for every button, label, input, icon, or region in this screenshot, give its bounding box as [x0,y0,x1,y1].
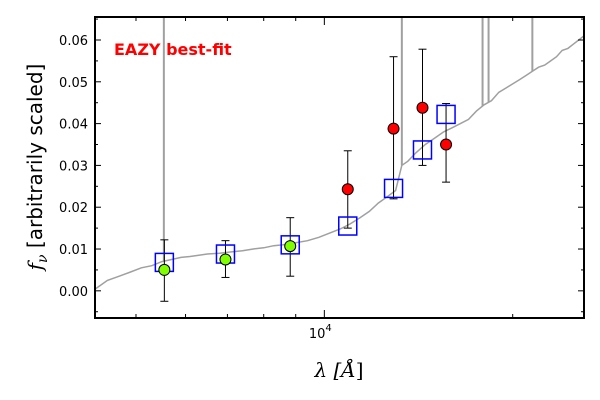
y-axis-label-text: [arbitrarily scaled] [23,64,47,255]
plot-area [95,17,584,302]
nir-point-2 [416,101,429,114]
x-tick-label-exponent: 4 [325,323,331,334]
y-tick-label-1: 0.01 [59,243,88,258]
annotation-label: EAZY best-fit [114,40,232,59]
plot-frame [94,16,585,319]
x-tick-label: 104 [309,323,332,342]
x-axis-label-unit: Å [339,357,355,382]
x-axis-label: λ [Å] [313,357,363,382]
y-tick-label-2: 0.02 [59,201,88,216]
y-tick-label-5: 0.05 [59,76,88,91]
y-axis-label-nu: ν [35,254,51,263]
x-axis-label-close: ] [356,358,364,382]
y-tick-label-0: 0.00 [59,285,88,300]
model-photometry-square-5 [412,140,433,160]
x-tick-label-base: 10 [309,327,326,342]
optical-point-2 [284,240,297,253]
optical-point-0 [158,263,171,276]
y-tick-label-6: 0.06 [59,34,88,49]
model-photometry-square-6 [436,104,456,125]
axes: 0.00 0.01 0.02 0.03 0.04 0.05 0.06 104 [59,17,584,342]
model-photometry-square-4 [383,178,404,199]
x-axis-label-lambda: λ [ [313,358,341,382]
nir-point-1 [387,122,400,135]
optical-point-1 [219,253,232,266]
plot-background [95,17,584,318]
nir-point-0 [341,183,354,196]
y-tick-label-4: 0.04 [59,118,88,133]
model-photometry-square-3 [338,216,358,236]
y-axis-label: fν [arbitrarily scaled] [23,64,51,273]
model-photometry-square-2 [280,235,300,255]
y-tick-label-3: 0.03 [59,159,88,174]
nir-point-3 [440,138,453,151]
